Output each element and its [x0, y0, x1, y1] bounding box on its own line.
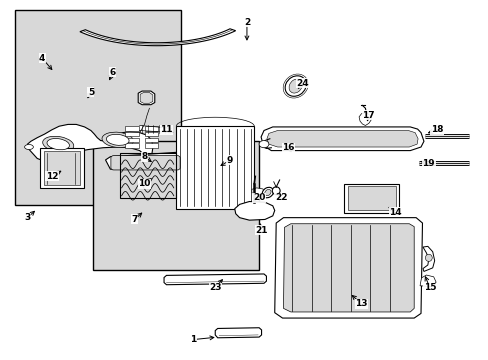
Polygon shape: [261, 127, 423, 150]
Text: 15: 15: [423, 283, 435, 292]
Text: 16: 16: [282, 143, 294, 152]
Ellipse shape: [425, 254, 431, 261]
Polygon shape: [163, 274, 266, 285]
Bar: [15, 10, 181, 205]
Bar: [125, 126, 139, 131]
Text: 10: 10: [138, 179, 150, 188]
Text: 13: 13: [355, 299, 367, 308]
Ellipse shape: [106, 134, 129, 145]
Bar: [43, 151, 80, 185]
Text: 23: 23: [208, 283, 221, 292]
Polygon shape: [80, 29, 235, 46]
Bar: [144, 126, 158, 131]
Polygon shape: [274, 218, 422, 318]
Bar: [144, 138, 158, 142]
Text: 12: 12: [45, 172, 58, 181]
Bar: [40, 148, 83, 188]
Text: 19: 19: [422, 159, 434, 168]
Polygon shape: [266, 131, 417, 147]
Text: 8: 8: [141, 152, 147, 161]
Circle shape: [259, 140, 268, 148]
Text: 9: 9: [226, 156, 233, 165]
Ellipse shape: [47, 139, 69, 150]
Polygon shape: [27, 125, 153, 160]
Bar: [125, 132, 139, 136]
Bar: [93, 140, 259, 270]
Bar: [144, 143, 158, 148]
Text: 3: 3: [24, 213, 31, 222]
Polygon shape: [283, 224, 413, 312]
Ellipse shape: [288, 79, 302, 93]
Bar: [347, 186, 395, 211]
Ellipse shape: [285, 76, 305, 96]
Polygon shape: [419, 275, 435, 287]
Polygon shape: [422, 246, 434, 271]
Text: 17: 17: [362, 111, 374, 120]
Text: 20: 20: [252, 193, 265, 202]
Ellipse shape: [24, 144, 33, 149]
Bar: [125, 143, 139, 148]
Bar: [144, 132, 158, 136]
Text: 2: 2: [244, 18, 249, 27]
Polygon shape: [234, 202, 274, 220]
Polygon shape: [251, 188, 264, 195]
Polygon shape: [215, 328, 261, 338]
Bar: [120, 153, 176, 198]
Polygon shape: [140, 93, 153, 103]
Ellipse shape: [262, 187, 273, 198]
Ellipse shape: [42, 136, 74, 152]
Polygon shape: [138, 91, 155, 105]
Ellipse shape: [272, 187, 280, 195]
Text: 5: 5: [88, 87, 94, 96]
Text: 1: 1: [190, 335, 196, 344]
Text: 22: 22: [274, 193, 287, 202]
Bar: [176, 126, 254, 209]
Text: 24: 24: [296, 79, 309, 88]
Text: 14: 14: [388, 208, 401, 217]
Ellipse shape: [264, 189, 270, 196]
Bar: [344, 184, 398, 213]
Text: 4: 4: [39, 54, 45, 63]
Bar: [125, 138, 139, 142]
Text: 11: 11: [160, 125, 172, 134]
Text: 21: 21: [255, 226, 267, 235]
Text: 18: 18: [430, 125, 443, 134]
FancyBboxPatch shape: [111, 156, 180, 170]
Text: 7: 7: [131, 215, 138, 224]
Text: 6: 6: [109, 68, 116, 77]
Ellipse shape: [102, 132, 133, 148]
Polygon shape: [105, 152, 190, 169]
Polygon shape: [358, 113, 370, 126]
